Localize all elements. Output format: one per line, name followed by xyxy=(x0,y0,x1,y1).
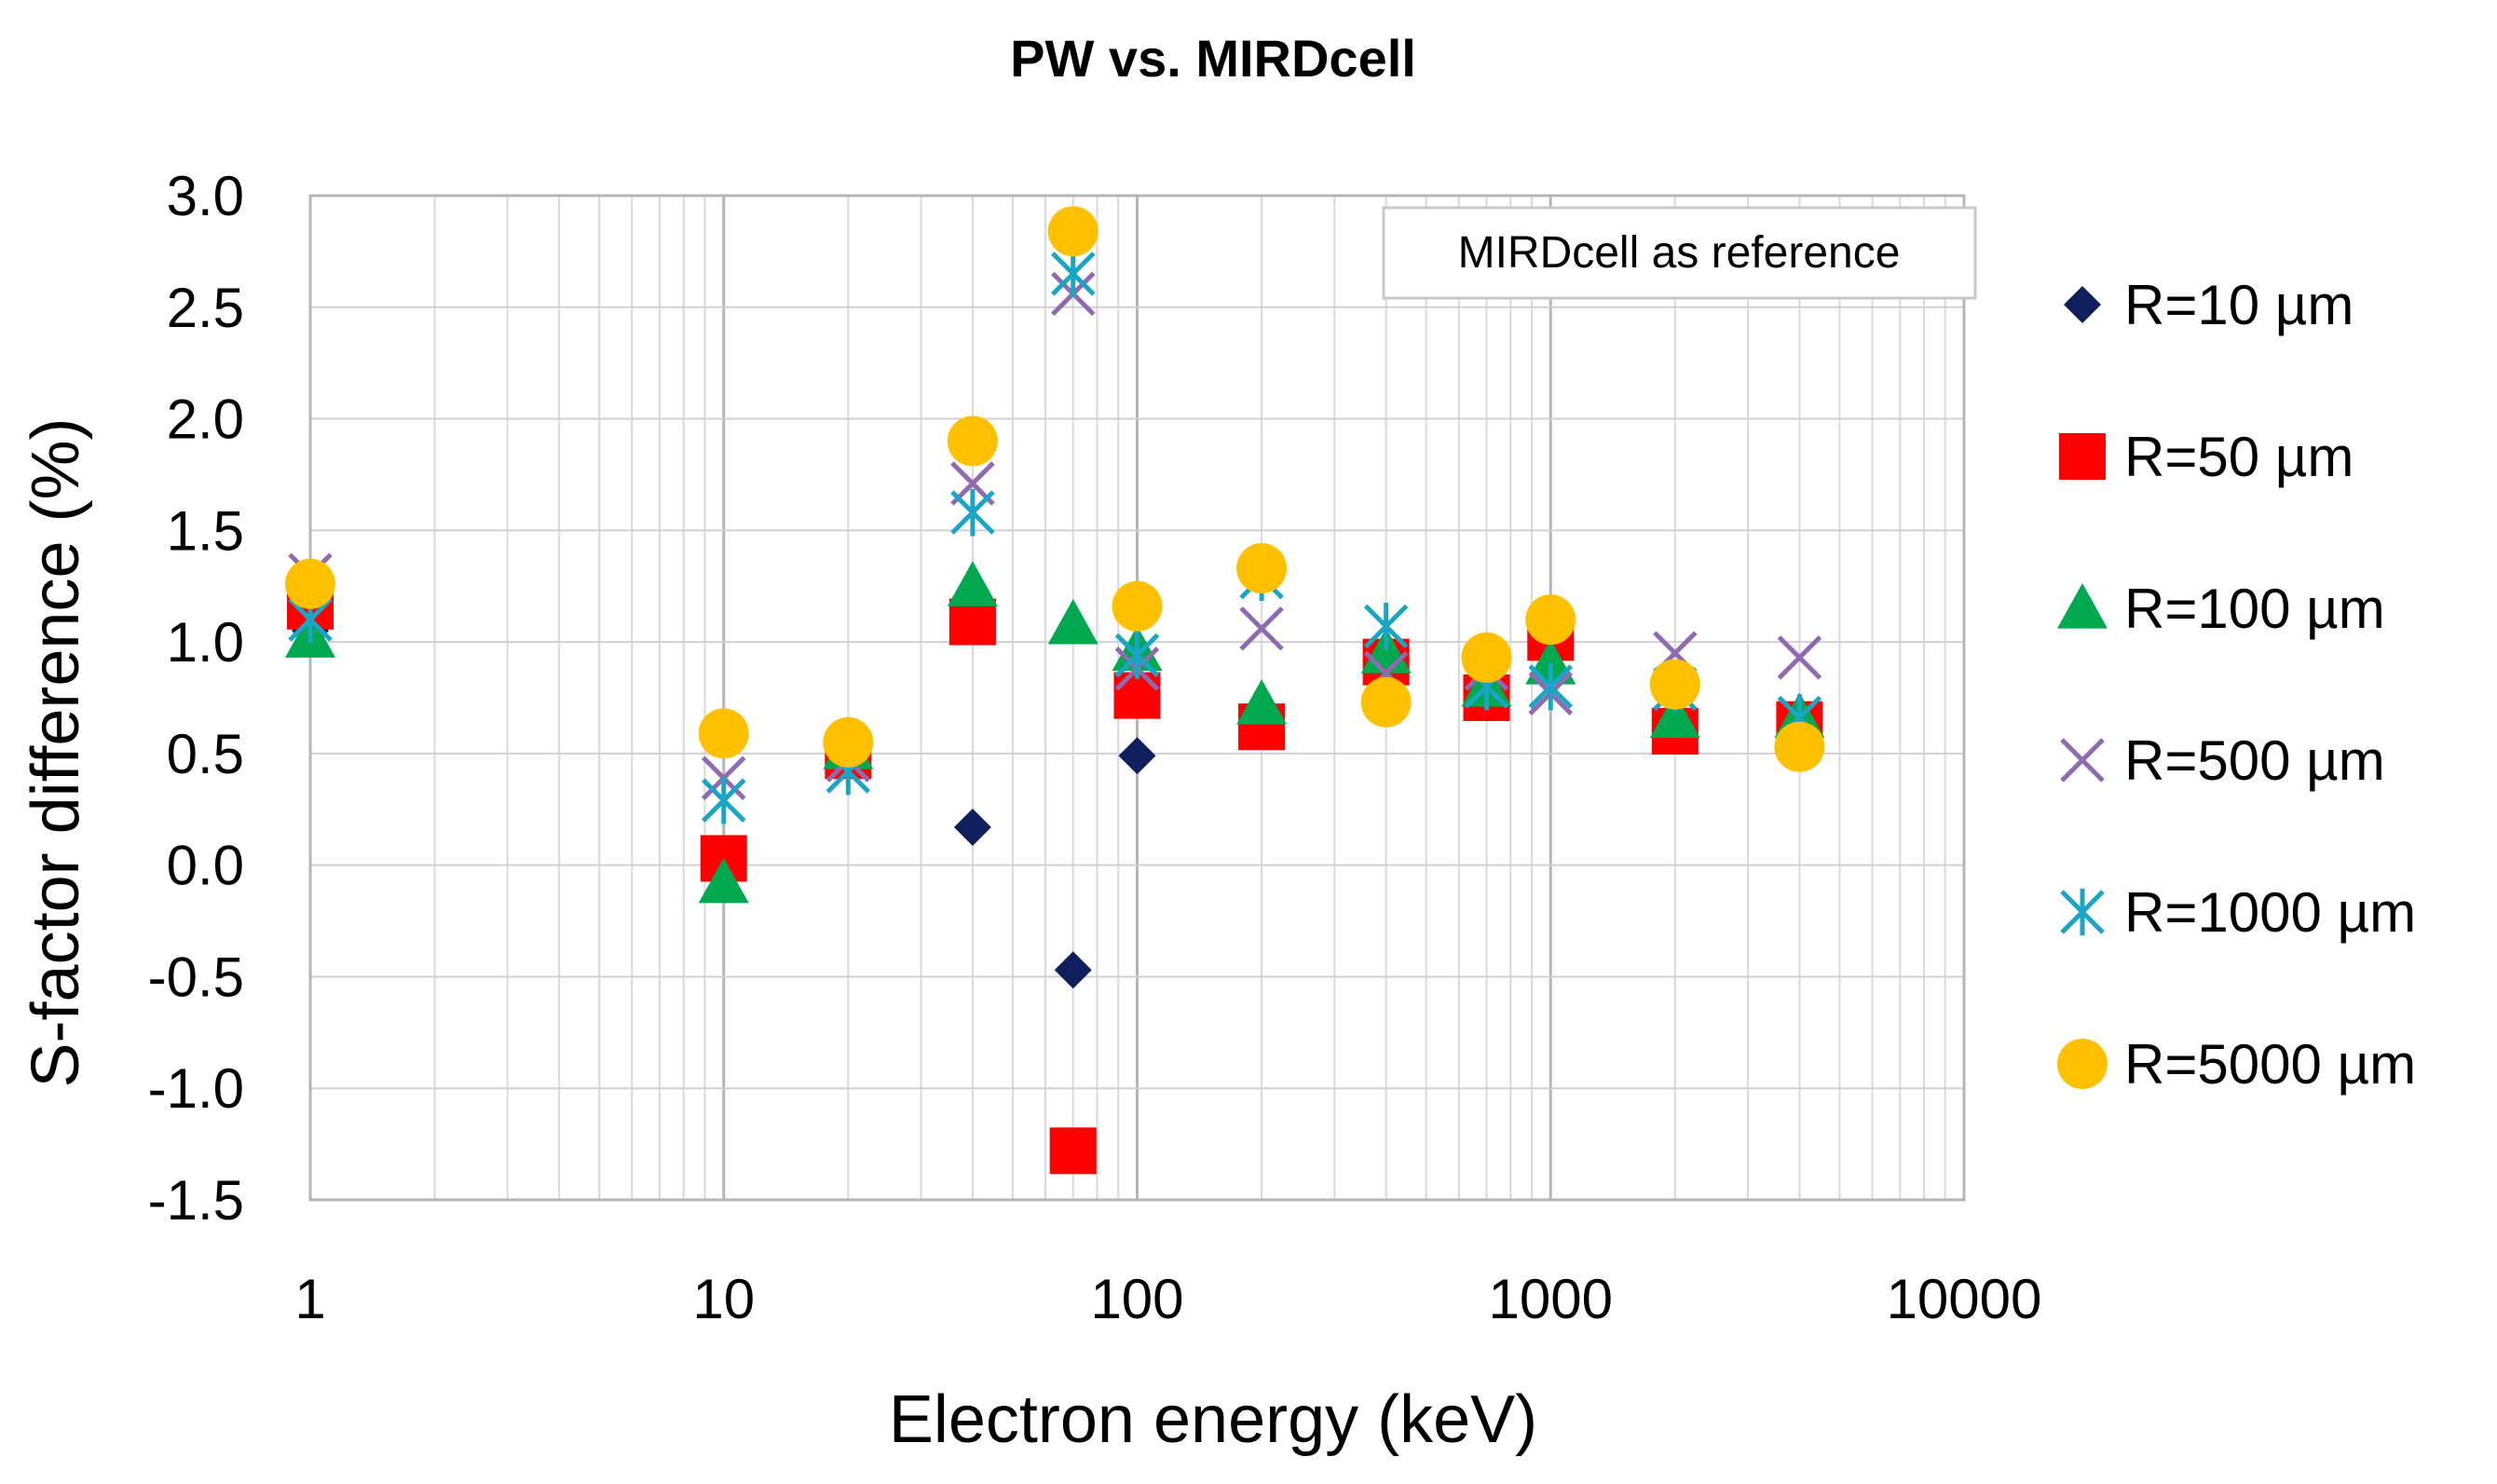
legend-label: R=1000 µm xyxy=(2124,881,2416,944)
legend-marker xyxy=(2059,433,2106,480)
legend: R=10 µm R=50 µm R=100 µm R=500 µm R=1000 µm R… xyxy=(2057,274,2416,1096)
legend-marker xyxy=(2060,738,2105,783)
data-point xyxy=(698,857,749,904)
legend-label: R=10 µm xyxy=(2124,274,2354,336)
data-point xyxy=(1236,543,1288,594)
data-point xyxy=(701,776,746,824)
legend-item: R=10 µm xyxy=(2064,274,2354,336)
y-tick-label: 3.0 xyxy=(167,165,244,227)
legend-item: R=50 µm xyxy=(2059,426,2354,488)
legend-item: R=100 µm xyxy=(2057,578,2385,640)
x-axis-label: Electron energy (keV) xyxy=(889,1382,1537,1457)
legend-label: R=5000 µm xyxy=(2124,1033,2416,1096)
data-point xyxy=(698,708,749,759)
data-point xyxy=(823,716,874,768)
data-point xyxy=(947,561,998,606)
legend-marker xyxy=(2057,583,2108,629)
y-tick-label: -1.0 xyxy=(148,1057,244,1120)
data-point xyxy=(1054,951,1092,989)
y-tick-label: 0.0 xyxy=(167,835,244,897)
data-point xyxy=(1049,1127,1097,1175)
annotation-text: MIRDcell as reference xyxy=(1458,228,1901,278)
data-point xyxy=(1774,721,1825,772)
y-tick-label: 1.5 xyxy=(167,499,244,562)
legend-marker xyxy=(2064,286,2101,323)
y-tick-label: 0.5 xyxy=(167,723,244,785)
data-point xyxy=(1525,594,1576,646)
legend-marker xyxy=(2060,888,2105,936)
legend-item: R=5000 µm xyxy=(2057,1033,2416,1096)
data-point xyxy=(1113,672,1161,719)
plot-frame xyxy=(308,194,1966,1202)
chart-title: PW vs. MIRDcell xyxy=(1010,29,1416,88)
data-point xyxy=(1236,679,1288,725)
x-tick-label: 100 xyxy=(1090,1268,1183,1330)
x-tick-label: 10000 xyxy=(1887,1268,2042,1330)
y-tick-label: -1.5 xyxy=(148,1169,244,1232)
data-point xyxy=(1050,250,1096,298)
data-point xyxy=(1118,737,1156,775)
data-point xyxy=(948,598,996,646)
y-tick-label: 1.0 xyxy=(167,611,244,674)
y-tick-label: 2.5 xyxy=(167,277,244,339)
data-point xyxy=(1649,659,1700,710)
legend-marker xyxy=(2057,1039,2108,1089)
data-point xyxy=(1528,662,1574,711)
x-tick-label: 1000 xyxy=(1489,1268,1613,1330)
data-points xyxy=(285,206,1825,1175)
axes: 1 10 100 1000 10000 3.0 2.5 2.0 1.5 1.0 0.5 0.0 -0.5… xyxy=(148,165,2042,1330)
series-6 xyxy=(285,206,1825,772)
data-point xyxy=(953,808,991,846)
x-tick-label: 10 xyxy=(692,1268,755,1330)
legend-label: R=500 µm xyxy=(2124,729,2385,792)
x-tick-label: 1 xyxy=(294,1268,325,1330)
data-point xyxy=(1777,635,1822,680)
legend-label: R=100 µm xyxy=(2124,578,2385,640)
data-point xyxy=(1649,692,1700,739)
annotation-box xyxy=(1382,206,1977,300)
data-point xyxy=(1047,598,1098,645)
data-point xyxy=(1114,632,1160,679)
legend-label: R=50 µm xyxy=(2124,426,2354,488)
y-tick-label: -0.5 xyxy=(148,946,244,1008)
legend-item: R=1000 µm xyxy=(2060,881,2416,944)
data-point xyxy=(1112,580,1163,632)
annotation: MIRDcell as reference xyxy=(1382,206,1977,300)
data-point xyxy=(285,558,335,609)
data-point xyxy=(950,488,995,537)
data-point xyxy=(1360,676,1412,728)
data-point xyxy=(947,415,998,467)
grid xyxy=(308,194,1966,1202)
y-tick-label: 2.0 xyxy=(167,388,244,451)
y-axis-label: S-factor difference (%) xyxy=(19,418,93,1088)
data-point xyxy=(1047,206,1098,257)
data-point xyxy=(1239,606,1284,651)
data-point xyxy=(1363,603,1409,650)
legend-item: R=500 µm xyxy=(2060,729,2385,792)
data-point xyxy=(1461,632,1512,683)
